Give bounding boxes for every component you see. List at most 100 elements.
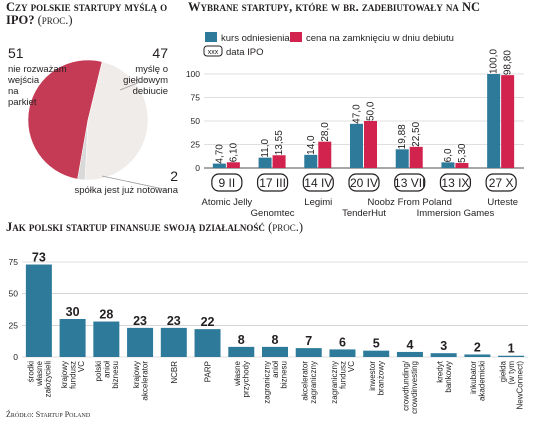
ipo-bar-chart: kurs odniesienia cena na zamknięciu w dni…: [186, 32, 524, 219]
y-tick-label: 25: [191, 140, 201, 150]
category-label: VC: [77, 361, 86, 372]
company-label: Legimi: [304, 197, 332, 208]
category-label: anioł: [271, 361, 280, 378]
bar: [396, 351, 423, 357]
bar-value-label: 4: [406, 338, 413, 352]
bar: [318, 141, 332, 168]
ipo-chart-title: Wybrane startupy, które w br. zadebiutow…: [188, 0, 481, 14]
category-label: crowdinvesting: [410, 361, 419, 414]
pie-leader-line: [119, 77, 151, 91]
bar: [498, 355, 525, 357]
pie-slice-label: wejścia: [7, 75, 40, 86]
category-label: polski: [94, 361, 103, 382]
bar: [364, 121, 377, 168]
category-label: akademicki: [478, 361, 487, 401]
bar: [363, 350, 390, 357]
legend-label-series-a: kurs odniesienia: [221, 33, 290, 44]
category-label: akcelerator: [300, 361, 309, 401]
bar-value-label: 8: [272, 333, 279, 347]
company-label: TenderHut: [342, 208, 386, 219]
bar: [430, 353, 457, 357]
finance-chart-title: Jak polski startup finansuje swoją dział…: [6, 221, 526, 234]
y-tick-label: 0: [195, 163, 200, 173]
category-label: NewConnect): [516, 361, 525, 410]
bar: [226, 162, 240, 168]
pie-slice: [77, 119, 89, 181]
bar-value-label: 4,70: [214, 144, 225, 164]
pie-slice-label: myślę o: [135, 64, 168, 75]
date-label: 17 III: [259, 176, 286, 190]
bar-value-label: 6,10: [228, 142, 239, 162]
category-label: branżowy: [376, 361, 385, 395]
bar: [25, 264, 52, 357]
y-tick-label: 50: [9, 289, 19, 299]
bar-value-label: 100,0: [489, 49, 500, 74]
bar: [258, 157, 272, 168]
bar-value-label: 22: [201, 315, 215, 329]
bar-value-label: 28,0: [320, 122, 331, 142]
legend-swatch-series-b: [290, 32, 302, 42]
pie-slice-label: spółka jest już notowana: [74, 185, 178, 196]
bar: [262, 346, 288, 357]
bar: [350, 123, 363, 168]
bar-value-label: 6,0: [443, 148, 454, 162]
category-label: crowdfunding/: [402, 360, 411, 411]
y-tick-label: 0: [13, 352, 18, 362]
category-label: inwestor: [368, 361, 377, 391]
legend-date-box: [203, 45, 223, 57]
pie-chart-title: Czy polskie startupy myślą o IPO? (proc.…: [6, 1, 186, 27]
category-label: biznesu: [111, 361, 120, 389]
category-label: akcelerator: [140, 361, 149, 401]
bar: [228, 346, 255, 357]
y-tick-label: 100: [186, 69, 200, 79]
pie-slice-label: giełdowym: [123, 75, 168, 86]
bar-value-label: 13,55: [274, 130, 285, 155]
bar-value-label: 5: [373, 337, 380, 351]
y-tick-label: 50: [191, 116, 201, 126]
date-box: [211, 173, 243, 192]
bar: [409, 146, 423, 168]
bar-value-label: 22,50: [411, 121, 422, 146]
bar: [501, 75, 515, 168]
category-label: VC: [347, 361, 356, 372]
category-label: krajowy: [60, 361, 69, 388]
bar: [272, 155, 286, 168]
bar-value-label: 7: [305, 334, 312, 348]
bar: [295, 348, 322, 357]
date-box: [348, 173, 380, 192]
bar-value-label: 98,80: [503, 50, 514, 75]
company-label: Genomtec: [251, 208, 295, 219]
bar: [59, 319, 86, 357]
legend-swatch-series-a: [205, 32, 217, 42]
company-label: Atomic Jelly: [202, 197, 253, 208]
bar-value-label: 3: [440, 339, 447, 353]
category-label: założycieli: [43, 361, 52, 398]
bar-value-label: 30: [66, 305, 80, 319]
bar-value-label: 6: [339, 335, 346, 349]
category-label: inkubator: [469, 361, 478, 394]
y-tick-label: 75: [9, 257, 19, 267]
category-label: zagraniczny: [263, 361, 272, 404]
category-label: (w tym: [507, 361, 516, 385]
bar: [455, 163, 469, 168]
bar-value-label: 50,0: [366, 101, 377, 121]
pie-slice-label: nie rozważam: [8, 64, 67, 75]
pie-leader-line: [101, 175, 169, 191]
category-label: zagraniczny: [309, 361, 318, 404]
pie-slice-label: debiucie: [133, 86, 168, 97]
bar: [441, 162, 455, 168]
legend-date-label: data IPO: [226, 47, 264, 58]
bar: [194, 329, 221, 357]
bar: [127, 327, 154, 357]
bar: [395, 149, 409, 168]
bar: [464, 354, 491, 357]
bar-value-label: 5,30: [457, 143, 468, 163]
bar: [160, 327, 187, 357]
bar-value-label: 23: [167, 314, 181, 328]
pie-title-unit: (proc.): [37, 13, 73, 27]
date-label: 9 II: [219, 176, 236, 190]
pie-value-label: 47: [152, 45, 168, 61]
company-label: Noobz From Poland: [367, 197, 451, 208]
